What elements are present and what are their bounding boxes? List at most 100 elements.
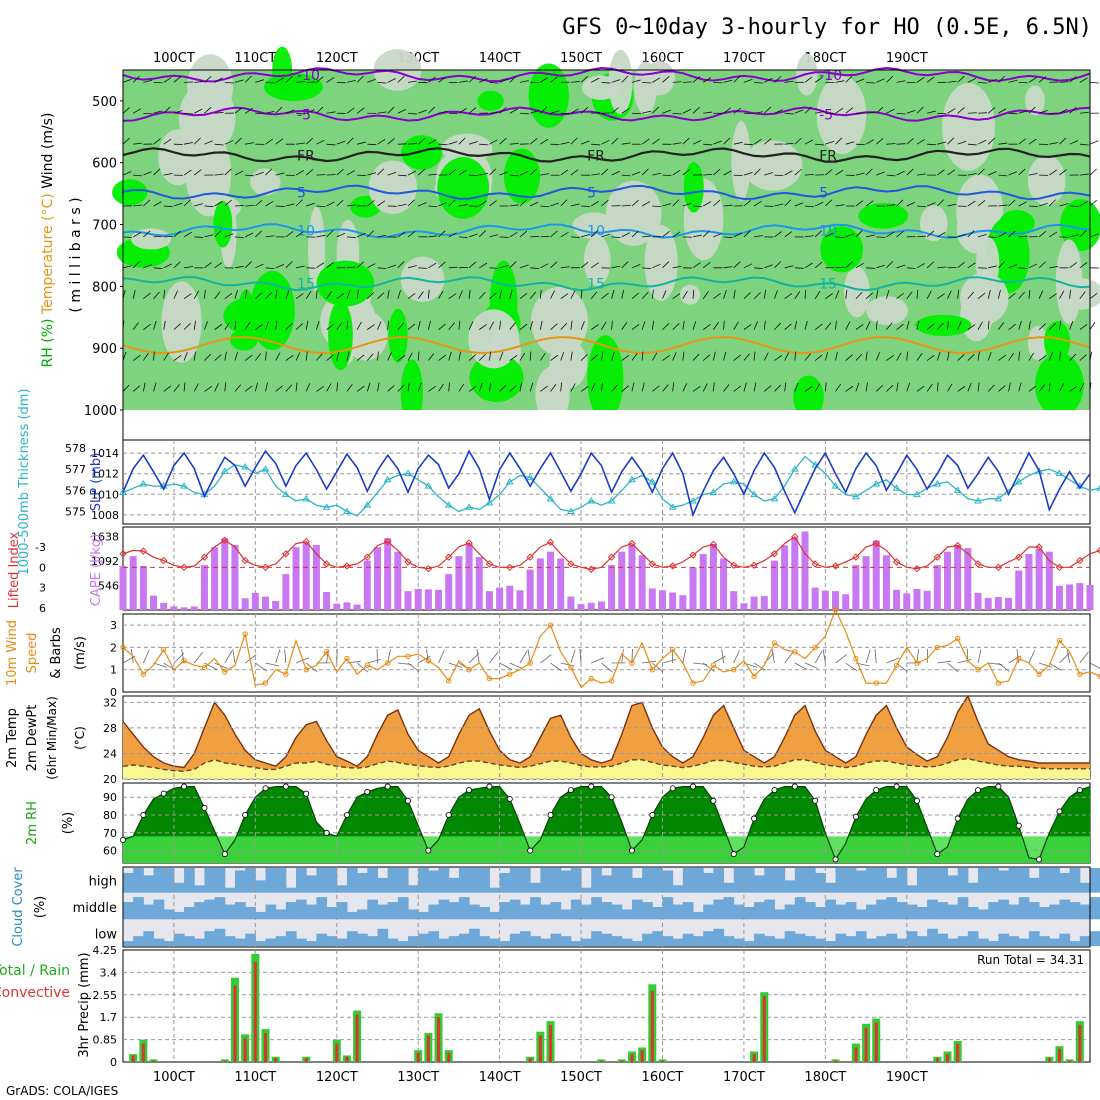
wind-barb (204, 262, 212, 269)
wind-barb (295, 382, 298, 392)
wind-barb (1018, 138, 1027, 145)
wind-barb (448, 266, 458, 269)
precip-convective-bar (274, 1058, 278, 1062)
wind-barb (417, 291, 424, 299)
wind-barb (397, 174, 407, 177)
wind-barb (825, 141, 835, 145)
wind-barb (540, 106, 547, 114)
wind-barb (326, 201, 335, 207)
wind-barb (580, 234, 590, 238)
wind-barb (672, 323, 680, 330)
cloud-cell (906, 904, 918, 920)
lifted-point (770, 550, 779, 558)
wind-barb (580, 321, 585, 330)
slp-line (122, 449, 1091, 518)
wind-barb (733, 354, 742, 361)
thickness-point (465, 503, 473, 510)
thickness-point (424, 482, 433, 489)
cloud-cell (825, 941, 837, 946)
rh2m-point (975, 787, 982, 794)
lifted-point (689, 551, 697, 559)
wind-barb (611, 79, 621, 83)
wind-barb (753, 200, 762, 207)
wind-barb (509, 174, 519, 177)
wind-barb (926, 76, 935, 83)
wind-barb (662, 261, 670, 269)
wind-barb (356, 233, 366, 238)
wind-barb (570, 81, 580, 83)
cloud-cell (163, 941, 175, 946)
rh-dry-patch (368, 160, 417, 215)
wind-barb (1079, 230, 1087, 238)
cape-bar (730, 591, 738, 610)
wind-barb (896, 382, 899, 392)
temperature-contour (122, 66, 1091, 83)
wind-barb (387, 171, 397, 176)
cape-bar (801, 531, 809, 610)
wind10-point (120, 644, 126, 651)
cloud-cell (1090, 931, 1100, 946)
wind-barb (194, 236, 204, 238)
wind-barb (642, 267, 652, 270)
wind-barb (631, 199, 639, 207)
wind10-point (547, 622, 554, 628)
precip-convective-bar (345, 1056, 349, 1062)
upper-air-legend: RH (%) Temperature (°C) Wind (m/s) (40, 113, 56, 368)
cloud-cell (601, 902, 613, 920)
wind-barb (407, 112, 418, 115)
wind-barb (998, 174, 1008, 177)
thickness-point (220, 467, 229, 474)
wind-tick-label: 2 (110, 641, 117, 654)
rh-moist-patch (915, 314, 972, 337)
wind-barb (489, 200, 497, 207)
rh-tick-label: 90 (103, 791, 117, 804)
cape-bar (475, 557, 483, 610)
wind-barb (601, 292, 609, 300)
thickness-point (241, 463, 250, 470)
wind-barb (886, 143, 896, 145)
lifted-point (241, 556, 249, 565)
wind-barb (316, 289, 318, 299)
wind-barb (794, 202, 804, 207)
wind-barb (906, 201, 916, 207)
wind10-barb (244, 654, 257, 664)
wind-barb (244, 261, 252, 269)
wind-barb (824, 351, 829, 361)
cloud-cell (662, 936, 674, 946)
wind-barb (244, 75, 252, 83)
cloud-cell (815, 938, 826, 946)
cloud-cell (285, 887, 297, 893)
wind-barb (326, 261, 334, 269)
wind-barb (417, 382, 422, 392)
cloud-cell (723, 882, 735, 893)
wind-barb (255, 230, 263, 238)
wind-barb (163, 263, 172, 269)
wind-barb (132, 75, 140, 83)
wind-barb (784, 199, 792, 207)
wind-barb (570, 137, 578, 145)
cloud-cell (581, 904, 592, 920)
wind10-barb (1038, 662, 1053, 668)
wind-barb (936, 351, 941, 361)
wind-barb (1079, 173, 1089, 176)
wind-barb (458, 137, 466, 145)
wind-barb (1079, 201, 1088, 207)
wind-barb (529, 291, 537, 299)
wind-barb (570, 290, 576, 299)
wind-barb (296, 81, 306, 83)
cloud-cell (652, 907, 663, 920)
wind-barb (692, 385, 701, 392)
wind-barb (418, 202, 427, 207)
cloud-cell (560, 909, 572, 920)
rh2m-point (221, 851, 228, 858)
wind-barb (672, 112, 682, 115)
wind-barb (336, 168, 344, 176)
wind-barb (458, 290, 463, 299)
temperature-contour (122, 147, 1091, 163)
precip-convective-bar (549, 1025, 553, 1062)
wind-barb (366, 353, 374, 361)
wind10-barb (579, 649, 582, 664)
wind-barb (865, 321, 871, 330)
cape-bar (170, 606, 178, 610)
cloud-axis-label-1: Cloud Cover (11, 867, 26, 947)
